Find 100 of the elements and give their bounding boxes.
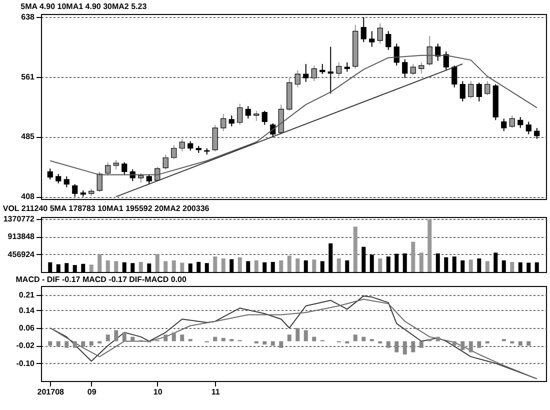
bar [287, 256, 292, 272]
y-tick-label: 456924 [8, 250, 36, 259]
candlestick [56, 174, 62, 184]
text: 5MA 4.90 10MA1 4.90 30MA2 5.23 [20, 2, 148, 12]
text: VOL 211240 5MA 178783 10MA1 195592 20MA2 200336 [2, 204, 210, 213]
bar [296, 258, 300, 272]
bar [130, 263, 135, 272]
candlestick [254, 110, 260, 122]
y-tick-label: 485 [21, 132, 36, 142]
bar [164, 261, 168, 272]
candlestick [64, 176, 70, 188]
candlestick [162, 154, 168, 170]
bar [180, 334, 184, 342]
bar [304, 260, 308, 272]
y-tick-label: 0.14 [18, 306, 36, 315]
bar [122, 332, 126, 342]
bar [485, 261, 490, 272]
candlestick [72, 184, 78, 198]
y-tick-label: 0.21 [18, 290, 36, 300]
x-tick-label: 11 [211, 388, 220, 396]
bar [402, 341, 407, 354]
bar [370, 254, 374, 272]
candlestick [534, 127, 540, 140]
candlestick [377, 22, 383, 44]
bar [436, 336, 440, 342]
bar [279, 341, 284, 348]
bar [320, 261, 324, 272]
bar [254, 260, 258, 272]
bar [138, 262, 143, 272]
bar [419, 252, 424, 272]
bar [213, 336, 218, 342]
y-tick-label: 561 [21, 72, 36, 82]
candlestick [484, 80, 490, 96]
bar [122, 262, 126, 272]
candlestick [360, 16, 366, 43]
x-tick-label: 10 [153, 388, 163, 396]
bar [526, 341, 531, 346]
bar [81, 264, 86, 272]
bar [48, 341, 52, 346]
bar [518, 341, 522, 346]
bar [81, 341, 86, 347]
bar [56, 341, 60, 347]
bar [204, 263, 209, 272]
bar [362, 246, 366, 272]
candlestick [452, 65, 458, 88]
candlestick [237, 103, 243, 126]
bar [510, 262, 514, 272]
bar [526, 262, 531, 272]
bar [452, 341, 456, 346]
candlestick [96, 171, 102, 192]
y-tick-label: 0.06 [18, 323, 36, 332]
y-tick-label: -0.02 [16, 341, 36, 350]
candlestick [179, 138, 185, 152]
y-tick-label: -0.10 [16, 358, 36, 368]
bar [172, 332, 176, 342]
y-tick-label: 638 [21, 12, 36, 22]
candlestick [303, 63, 309, 82]
bar [386, 256, 390, 272]
bar [106, 334, 110, 342]
bar [172, 260, 176, 272]
candlestick [245, 106, 251, 120]
candlestick [262, 110, 268, 126]
bar [89, 264, 94, 272]
candlestick [509, 114, 515, 128]
bar [353, 226, 358, 272]
bar [534, 262, 539, 272]
bar [221, 338, 226, 342]
bar [64, 341, 69, 348]
bar [494, 252, 498, 272]
bar [468, 341, 473, 352]
bar [262, 341, 267, 345]
bar [89, 341, 94, 346]
candlestick [311, 65, 317, 82]
candlestick [402, 58, 408, 79]
bar [394, 254, 399, 272]
bar [502, 260, 506, 272]
candlestick [443, 50, 449, 71]
bar [180, 262, 184, 272]
candlestick [344, 62, 350, 72]
bar [402, 253, 407, 272]
candlestick [320, 63, 326, 75]
candlestick [113, 159, 119, 170]
bar [386, 341, 390, 348]
candlestick [526, 121, 532, 135]
bar [155, 254, 160, 272]
bar [130, 336, 135, 342]
candlestick [328, 46, 334, 94]
bar [362, 336, 366, 342]
bar [304, 330, 308, 342]
text: MACD - DIF -0.17 MACD -0.17 DIF-MACD 0.00 [16, 275, 188, 284]
candlestick [171, 144, 177, 160]
candlestick [212, 124, 218, 152]
bar [72, 265, 77, 272]
bar [444, 257, 448, 272]
bar [147, 263, 152, 272]
candlestick [188, 140, 194, 152]
bar [246, 261, 250, 272]
bar [436, 253, 440, 272]
bar [64, 263, 69, 272]
candlestick [518, 116, 524, 128]
